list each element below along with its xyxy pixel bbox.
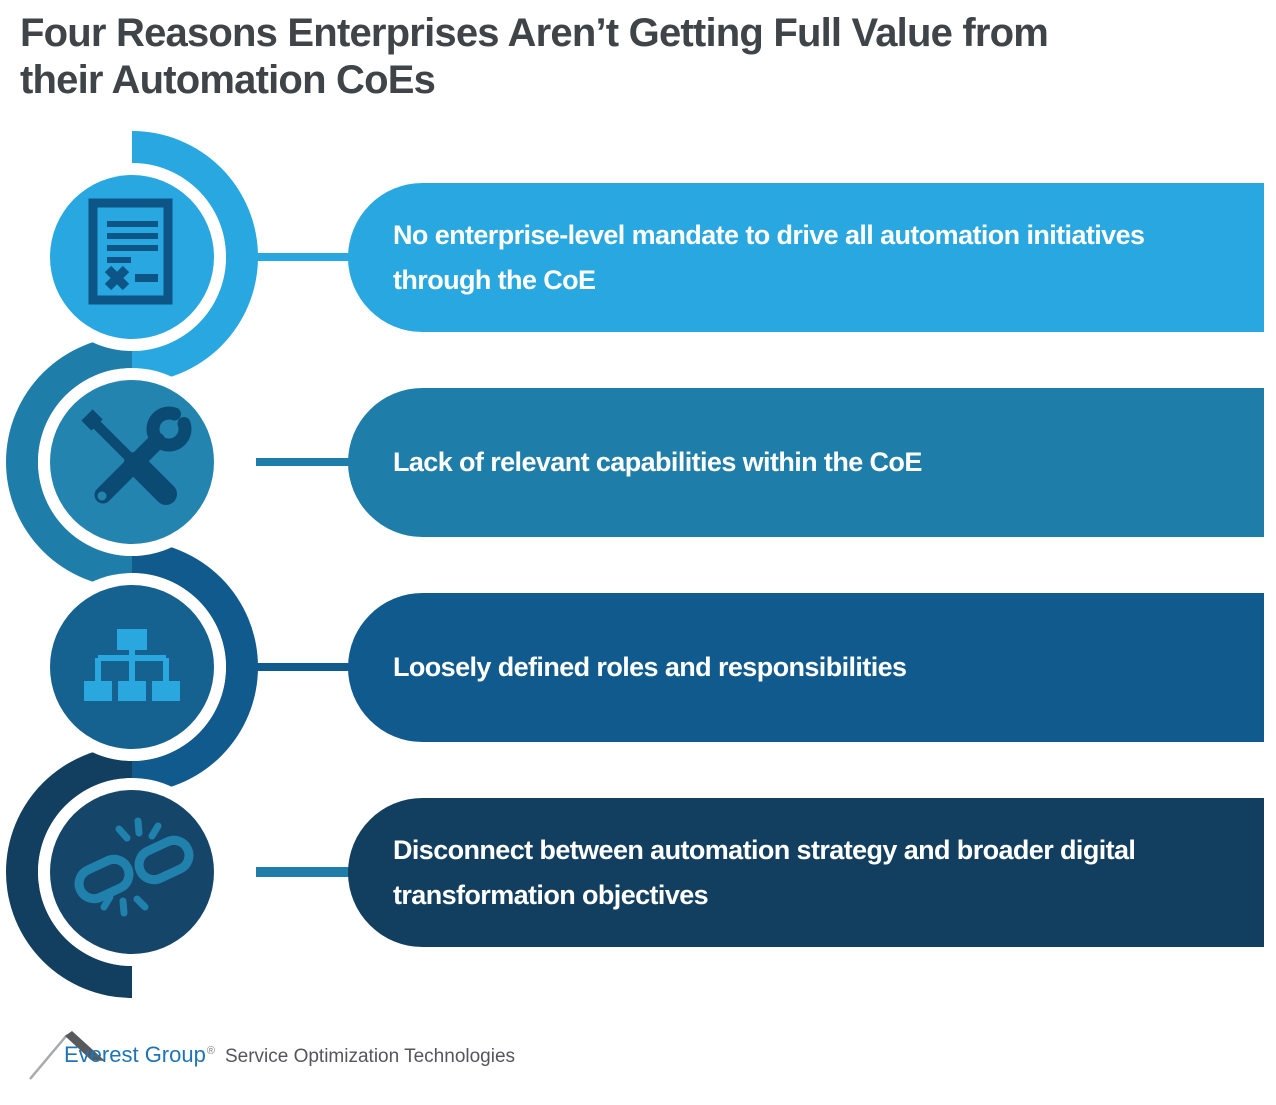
org-chart-icon [84, 629, 180, 701]
broken-chain-icon [74, 817, 194, 917]
reason-bar-4-label-line-2: transformation objectives [393, 879, 709, 910]
page-title: Four Reasons Enterprises Aren’t Getting … [20, 10, 1260, 104]
page-title-line-2: their Automation CoEs [20, 58, 436, 102]
reason-bar-1-label: No enterprise-level mandate to drive all… [393, 219, 1145, 250]
reason-bar-4-label: Disconnect between automation strategy a… [393, 834, 1136, 865]
rejected-document-icon [88, 198, 173, 305]
serpentine-arc-2 [6, 336, 132, 588]
serpentine-arc-3 [132, 541, 258, 793]
serpentine-arc-1 [132, 131, 258, 383]
registered-mark: ® [206, 1045, 215, 1057]
brand-tagline: Service Optimization Technologies [224, 1046, 516, 1067]
reason-bar-3: Loosely defined roles and responsibiliti… [348, 593, 1264, 742]
reason-bar-2-label: Lack of relevant capabilities within the… [393, 447, 922, 477]
serpentine-arc-4 [6, 746, 132, 998]
mountain-icon [29, 1031, 105, 1080]
reason-bar-1: No enterprise-level mandate to drive all… [348, 183, 1264, 332]
reason-bar-3-label: Loosely defined roles and responsibiliti… [393, 652, 907, 682]
page-title-line-1: Four Reasons Enterprises Aren’t Getting … [20, 11, 1049, 55]
reason-bar-1-label-line-2: through the CoE [393, 264, 596, 295]
reason-bar-4: Disconnect between automation strategy a… [348, 798, 1264, 947]
brand-name: Everest Group [64, 1042, 206, 1067]
everest-group-logo: Everest Group ® Service Optimization Tec… [64, 1042, 515, 1068]
reason-bar-2: Lack of relevant capabilities within the… [348, 388, 1264, 537]
tools-icon [81, 406, 192, 505]
